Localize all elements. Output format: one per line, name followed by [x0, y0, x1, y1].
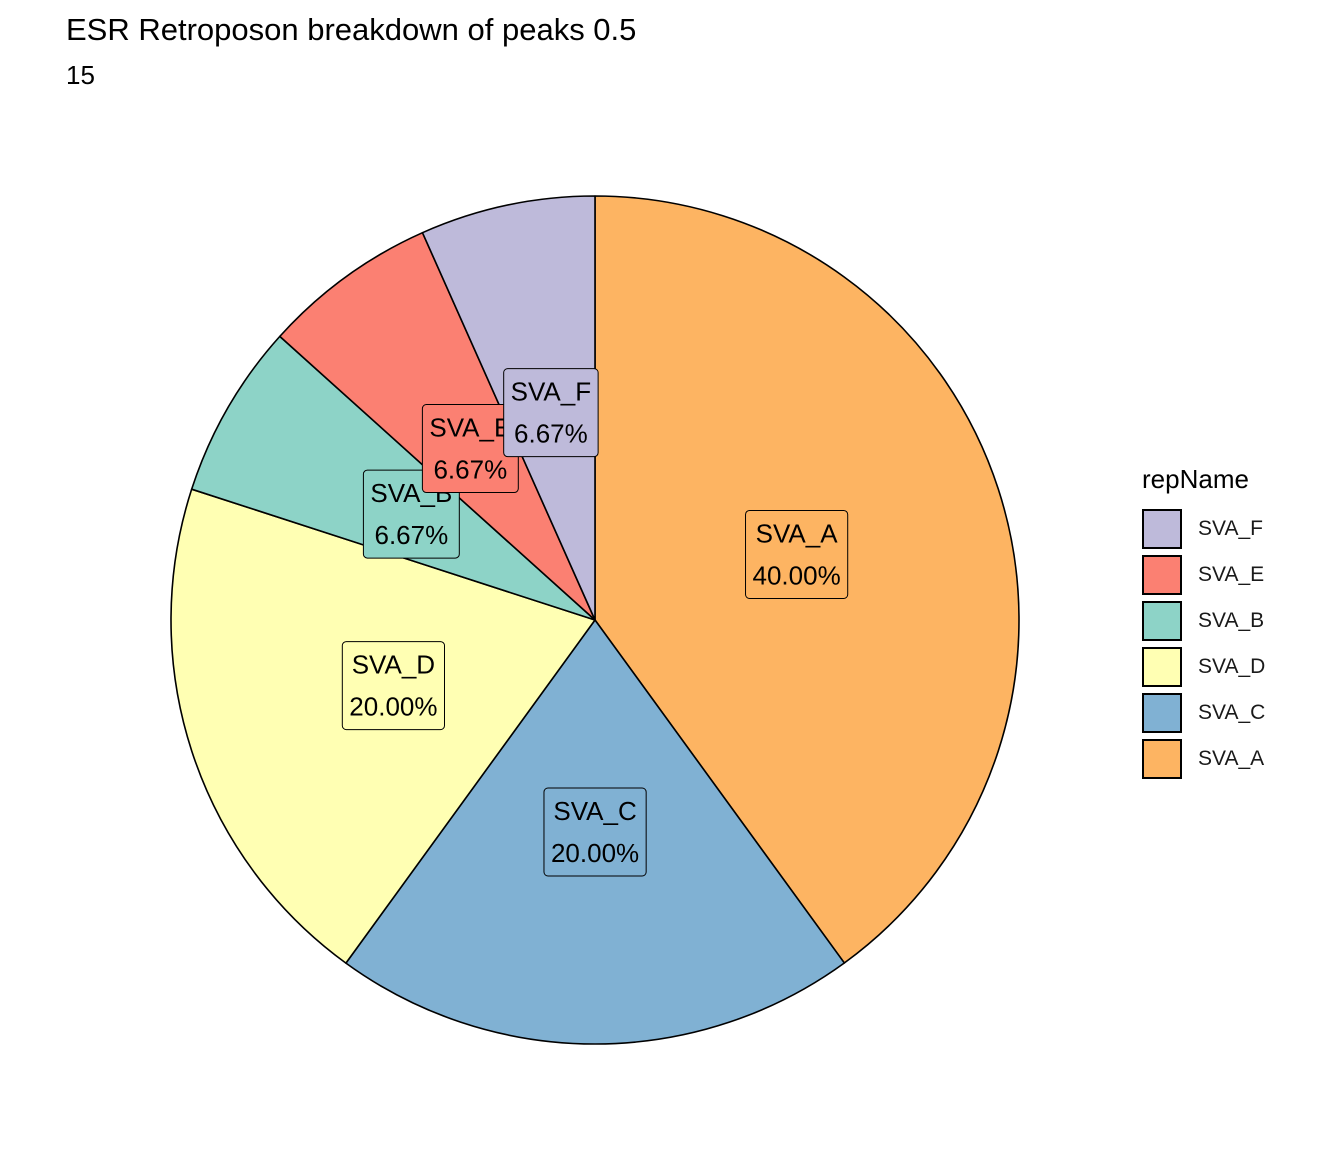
slice-label-percent: 40.00%: [753, 560, 841, 590]
slice-label-name: SVA_A: [756, 518, 839, 548]
slice-label-sva-d: SVA_D 20.00%: [341, 641, 445, 731]
slice-label-name: SVA_D: [352, 650, 435, 680]
legend-item-sva-b: SVA_B: [1142, 598, 1265, 644]
legend-key-swatch: [1142, 739, 1182, 779]
legend-label: SVA_E: [1198, 563, 1265, 586]
slice-label-percent: 20.00%: [551, 838, 639, 868]
legend-key-swatch: [1142, 601, 1182, 641]
pie-slices: [170, 195, 1020, 1045]
slice-label-percent: 20.00%: [349, 692, 437, 722]
slice-label-sva-a: SVA_A 40.00%: [745, 509, 849, 599]
legend-item-sva-a: SVA_A: [1142, 736, 1265, 782]
slice-label-name: SVA_F: [511, 377, 591, 407]
legend: repName SVA_F SVA_E SVA_B SVA_D SVA_C SVA_A: [1142, 462, 1265, 782]
slice-label-percent: 6.67%: [433, 455, 507, 485]
legend-item-sva-d: SVA_D: [1142, 644, 1265, 690]
legend-items: SVA_F SVA_E SVA_B SVA_D SVA_C SVA_A: [1142, 506, 1265, 782]
legend-item-sva-c: SVA_C: [1142, 690, 1265, 736]
pie-labels: SVA_A40.00%SVA_C20.00%SVA_D20.00%SVA_B6.…: [341, 368, 849, 877]
legend-key-swatch: [1142, 693, 1182, 733]
legend-label: SVA_B: [1198, 609, 1265, 632]
legend-label: SVA_C: [1198, 701, 1266, 724]
legend-label: SVA_A: [1198, 747, 1265, 770]
slice-label-sva-f: SVA_F 6.67%: [503, 368, 599, 458]
slice-label-box: [543, 787, 647, 877]
chart-subtitle: 15: [66, 60, 95, 90]
chart-title: ESR Retroposon breakdown of peaks 0.5: [66, 12, 637, 47]
legend-key-swatch: [1142, 555, 1182, 595]
slice-label-box: [341, 641, 445, 731]
slice-label-name: SVA_C: [553, 796, 636, 826]
slice-label-percent: 6.67%: [374, 520, 448, 550]
legend-label: SVA_D: [1198, 655, 1266, 678]
slice-label-sva-e: SVA_E 6.67%: [421, 404, 519, 494]
legend-label: SVA_F: [1198, 517, 1263, 540]
slice-label-box: [503, 368, 599, 458]
legend-item-sva-f: SVA_F: [1142, 506, 1265, 552]
legend-item-sva-e: SVA_E: [1142, 552, 1265, 598]
slice-label-box: [745, 509, 849, 599]
slice-label-percent: 6.67%: [514, 419, 588, 449]
slice-label-sva-c: SVA_C 20.00%: [543, 787, 647, 877]
legend-title: repName: [1142, 464, 1249, 494]
legend-key-swatch: [1142, 509, 1182, 549]
slice-label-name: SVA_E: [429, 413, 511, 443]
legend-key-swatch: [1142, 647, 1182, 687]
